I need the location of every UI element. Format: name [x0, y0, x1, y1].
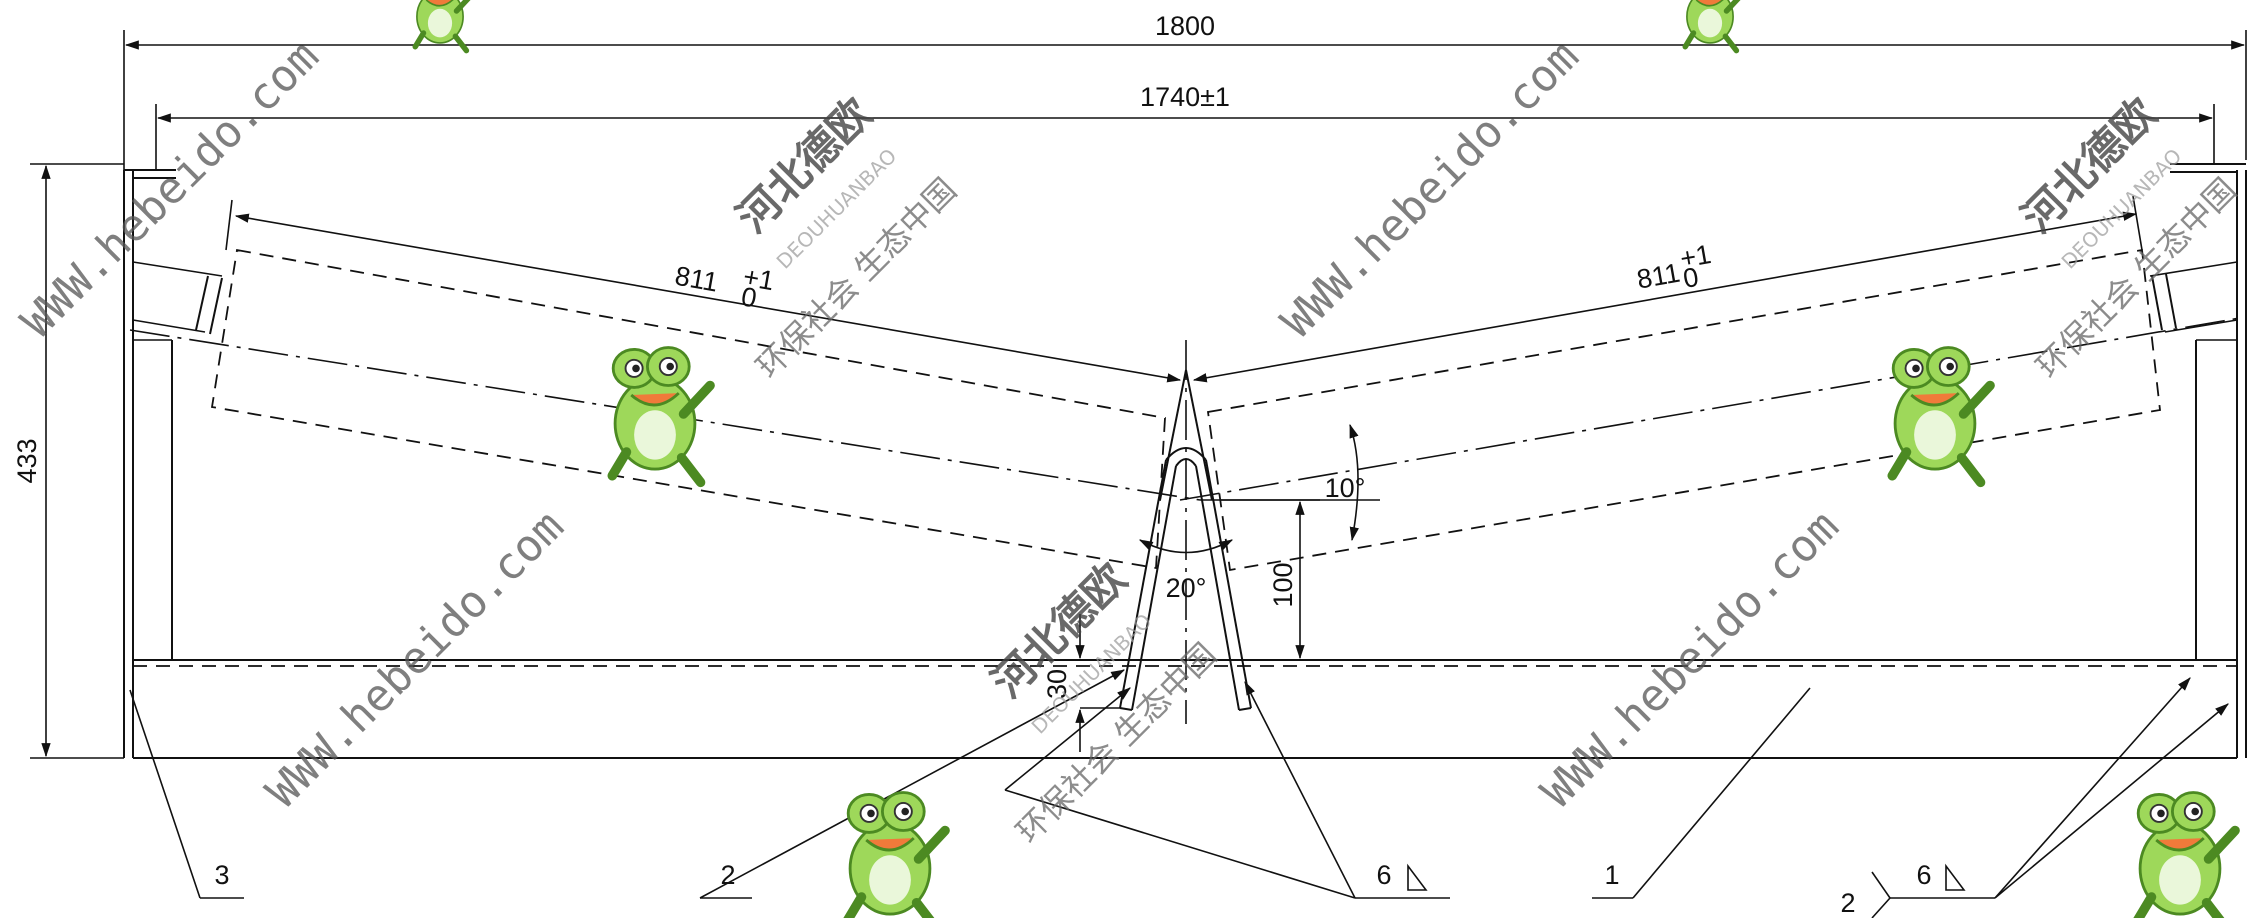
callout-3-label: 3: [214, 860, 229, 890]
dim-433-label: 433: [12, 438, 42, 483]
watermark-brand-2: 河北德欧: [2012, 89, 2165, 242]
dim-811-right-label: 811: [1635, 258, 1683, 295]
callout-6-center: 6: [1004, 680, 1450, 899]
base-beam: [133, 659, 2237, 759]
dim-811-left: 811 +1 0: [225, 199, 1182, 383]
dim-30-label: 30: [1042, 669, 1072, 699]
dim-811-right: 811 +1 0: [1192, 195, 2143, 383]
dim-811-left-label: 811: [673, 261, 721, 298]
callout-2: 2: [699, 669, 1126, 899]
callout-3: 3: [129, 689, 244, 899]
dim-811-right-tol: +1: [1678, 239, 1714, 274]
dim-1740-label: 1740±1: [1140, 82, 1230, 112]
watermark-url-1: WWW.hebeido.com: [12, 31, 329, 348]
dim-10deg-label: 10°: [1325, 473, 1366, 503]
center-bracket: [1119, 340, 1252, 724]
dim-100-label: 100: [1268, 562, 1298, 607]
dim-811-left-tol: +1: [741, 261, 777, 296]
callout-1-label: 1: [1604, 860, 1619, 890]
watermark-brand-1: 河北德欧: [727, 89, 880, 242]
dim-20deg-label: 20°: [1166, 573, 1207, 603]
watermark-url-2: WWW.hebeido.com: [1272, 31, 1589, 348]
dim-811-left-tol-lower: 0: [739, 281, 759, 313]
callout-2-label: 2: [720, 860, 735, 890]
dim-1740: 1740±1: [155, 82, 2215, 170]
dim-30: 30: [1042, 614, 1120, 752]
dim-100: 100: [1200, 499, 1320, 660]
dim-433: 433: [12, 163, 124, 759]
dim-1800: 1800: [123, 11, 2247, 170]
dim-20deg: 20°: [1138, 539, 1234, 603]
dim-811-right-tol-lower: 0: [1681, 262, 1701, 294]
callout-weld-right: 6 2: [1840, 677, 2229, 918]
callout-1: 1: [1592, 687, 1811, 899]
dim-1800-label: 1800: [1155, 11, 1215, 41]
callout-weld-6-right-label: 6: [1916, 860, 1931, 890]
frog-mascot-icon: [415, 0, 2235, 918]
callout-weld-2-right-label: 2: [1840, 888, 1855, 918]
callout-6-center-label: 6: [1376, 860, 1391, 890]
